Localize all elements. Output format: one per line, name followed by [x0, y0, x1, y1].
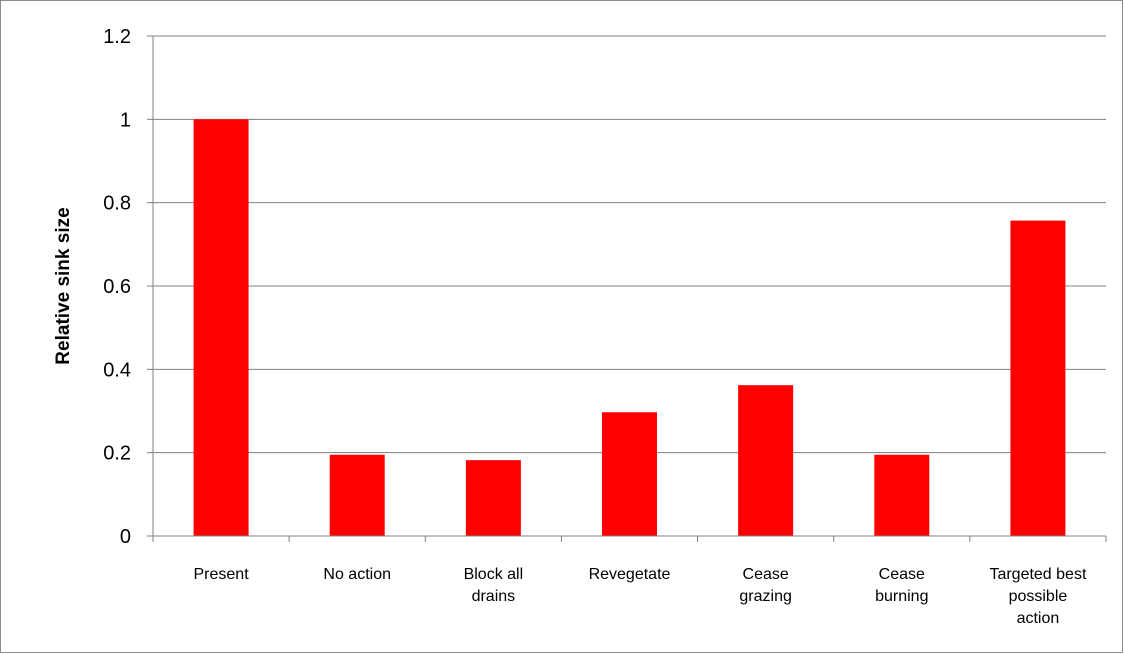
x-tick-label-line: action: [1017, 610, 1060, 627]
x-tick-label-line: Present: [194, 566, 250, 583]
bar: [874, 454, 930, 536]
x-tick-label: Revegetate: [589, 566, 671, 583]
x-tick-label-line: Cease: [743, 566, 789, 583]
bar: [602, 412, 657, 536]
y-tick-label: 0.6: [103, 276, 131, 298]
bar: [738, 385, 794, 536]
x-tick-label-line: drains: [472, 588, 516, 605]
y-tick-label: 0.2: [103, 443, 131, 465]
y-tick-label: 1.2: [103, 26, 131, 48]
bar: [1010, 220, 1066, 537]
x-tick-label: Cease grazing: [739, 566, 791, 605]
gridlines: [153, 35, 1106, 454]
x-tick-labels: Present No action Block all drains Revegetat…: [152, 536, 1107, 627]
bar: [193, 119, 249, 536]
x-tick-label: Cease burning: [875, 566, 928, 605]
y-tick-label: 0.8: [103, 193, 131, 215]
x-tick-label-line: possible: [1009, 588, 1068, 605]
x-tick-label: Targeted best possible action: [989, 566, 1087, 627]
x-tick-label-line: No action: [323, 566, 391, 583]
y-tick-label: 0: [120, 526, 131, 548]
y-tick-label: 0.4: [103, 359, 131, 381]
bars: [193, 119, 1066, 537]
y-tick-label: 1: [120, 109, 131, 131]
x-tick-label-line: burning: [875, 588, 928, 605]
x-tick-label: Present: [194, 566, 250, 583]
x-tick-label-line: Targeted best: [989, 566, 1087, 583]
x-tick-label: Block all drains: [464, 566, 524, 605]
x-tick-label: No action: [323, 566, 391, 583]
bar: [329, 454, 385, 536]
x-tick-label-line: grazing: [739, 588, 791, 605]
x-tick-label-line: Cease: [879, 566, 925, 583]
y-axis-label: Relative sink size: [53, 207, 74, 364]
x-tick-label-line: Revegetate: [589, 566, 671, 583]
x-tick-label-line: Block all: [464, 566, 524, 583]
bar: [465, 460, 521, 536]
y-tick-labels: 0 0.2 0.4 0.6 0.8 1 1.2: [103, 26, 153, 548]
